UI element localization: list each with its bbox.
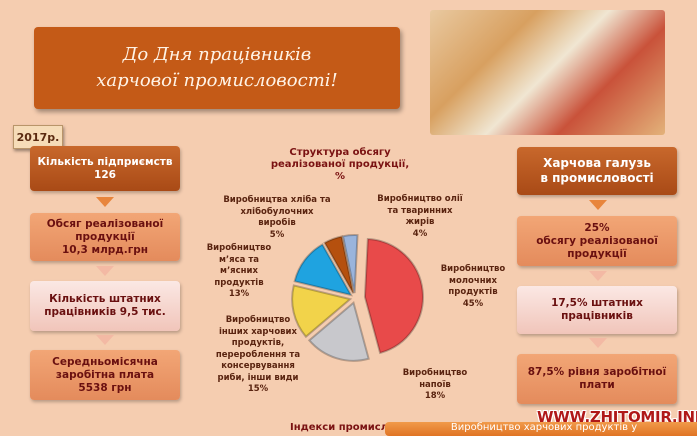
food-photo: [430, 10, 665, 135]
arrow-down-icon: [96, 197, 114, 207]
share-employees-box: 17,5% штатних працівників: [517, 286, 677, 334]
footer-left-heading: Індекси промислової продукції: [290, 422, 472, 433]
pie-slice: [363, 237, 424, 355]
label-other: Виробництво інших харчових продуктів, пе…: [215, 315, 301, 394]
sales-volume-box: Обсяг реалізованої продукції 10,3 млрд.г…: [30, 213, 180, 261]
pie-slice: [341, 234, 359, 294]
arrow-down-icon: [589, 271, 607, 281]
title-line-2: харчової промисловості!: [96, 70, 338, 91]
enterprises-box: Кількість підприємств 126: [30, 146, 180, 191]
title-banner: До Дня працівників харчової промисловості…: [34, 27, 400, 109]
employees-box: Кількість штатних працівників 9,5 тис.: [30, 281, 180, 331]
share-sales-box: 25% обсягу реалізованої продукції: [517, 216, 677, 266]
watermark: WWW.ZHITOMIR.INFO: [537, 408, 697, 426]
arrow-down-icon: [589, 338, 607, 348]
title-line-1: До Дня працівників: [122, 44, 312, 65]
label-dairy: Виробництво молочних продуктів 45%: [440, 264, 506, 309]
share-salary-box: 87,5% рівня заробітної плати: [517, 354, 677, 404]
salary-box: Середньомісячна заробітна плата 5538 грн: [30, 350, 180, 400]
pie-slice: [293, 243, 354, 297]
label-oil: Виробництво олії та тваринних жирів 4%: [377, 194, 463, 239]
food-industry-box: Харчова галузь в промисловості: [517, 147, 677, 195]
label-beverages: Виробництво напоїв 18%: [402, 368, 468, 401]
pie-slice: [291, 284, 353, 339]
arrow-down-icon: [96, 266, 114, 276]
arrow-down-icon: [96, 335, 114, 345]
arrow-down-icon: [589, 200, 607, 210]
pie-slice: [307, 300, 370, 362]
chart-title: Структура обсягу реалізованої продукції,…: [270, 147, 410, 182]
year-tag: 2017р.: [13, 125, 63, 149]
label-meat: Виробництво м’яса та м’ясних продуктів 13…: [206, 243, 272, 299]
pie-slice: [323, 235, 355, 294]
footer-right-box: Виробництво харчових продуктів у: [385, 422, 697, 436]
label-bread: Виробництва хліба та хлібобулочних вироб…: [223, 195, 331, 240]
